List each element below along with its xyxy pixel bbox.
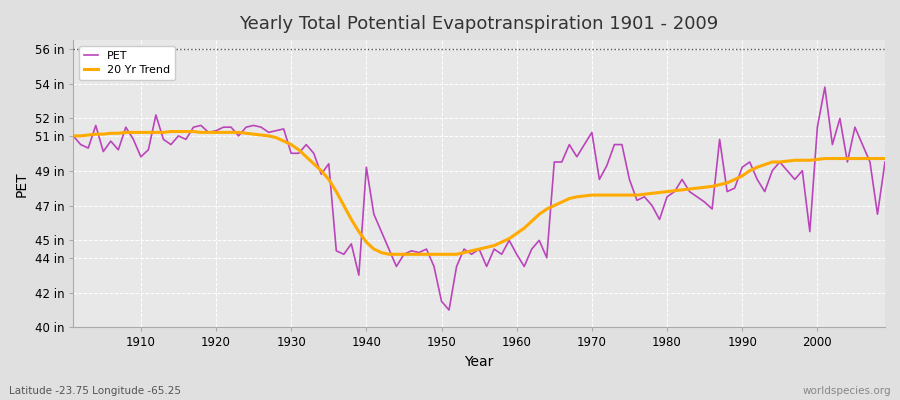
- 20 Yr Trend: [879, 156, 890, 161]
- Text: worldspecies.org: worldspecies.org: [803, 386, 891, 396]
- 20 Yr Trend: [616, 193, 627, 198]
- 20 Yr Trend: [301, 154, 311, 159]
- Line: 20 Yr Trend: 20 Yr Trend: [73, 132, 885, 254]
- Title: Yearly Total Potential Evapotranspiration 1901 - 2009: Yearly Total Potential Evapotranspiratio…: [239, 15, 719, 33]
- Line: PET: PET: [73, 87, 885, 310]
- 20 Yr Trend: [518, 226, 529, 230]
- PET: [820, 85, 831, 90]
- Y-axis label: PET: PET: [15, 171, 29, 196]
- PET: [128, 137, 139, 142]
- PET: [511, 252, 522, 257]
- PET: [879, 160, 890, 164]
- Legend: PET, 20 Yr Trend: PET, 20 Yr Trend: [79, 46, 176, 80]
- 20 Yr Trend: [346, 217, 356, 222]
- Text: Latitude -23.75 Longitude -65.25: Latitude -23.75 Longitude -65.25: [9, 386, 181, 396]
- PET: [338, 252, 349, 257]
- 20 Yr Trend: [68, 134, 78, 138]
- PET: [293, 151, 304, 156]
- PET: [609, 142, 620, 147]
- 20 Yr Trend: [383, 252, 394, 257]
- PET: [444, 308, 454, 312]
- PET: [518, 264, 529, 269]
- PET: [68, 134, 78, 138]
- 20 Yr Trend: [166, 129, 176, 134]
- 20 Yr Trend: [526, 219, 537, 224]
- X-axis label: Year: Year: [464, 355, 494, 369]
- 20 Yr Trend: [128, 130, 139, 135]
